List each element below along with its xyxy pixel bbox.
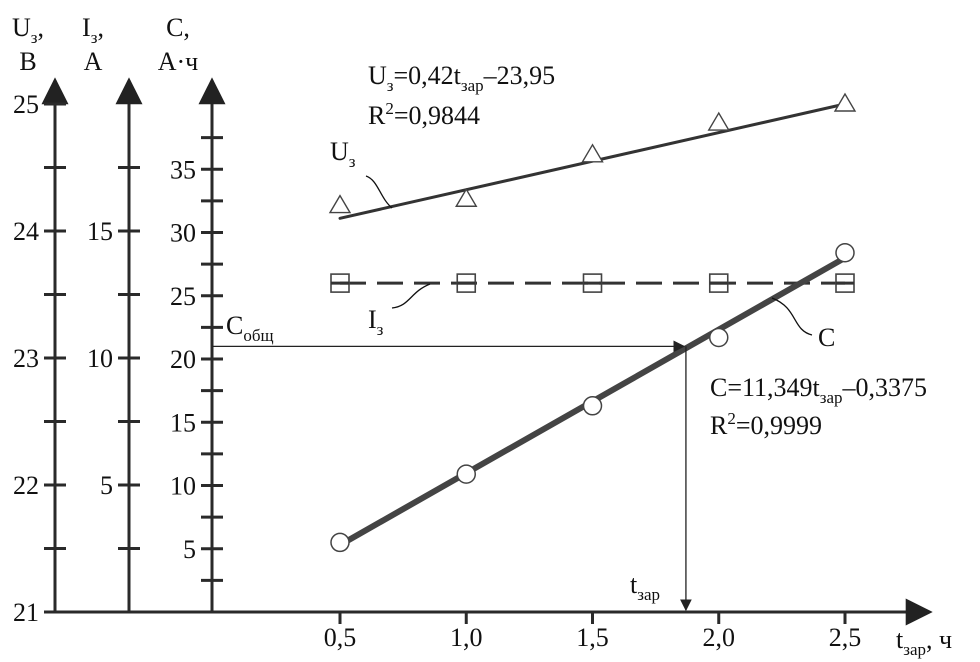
data-point-u (833, 92, 857, 112)
x-axis-title: tзар, ч (896, 625, 952, 659)
y-axis-unit-U: В (19, 47, 36, 76)
t-charge-label: tзар (630, 570, 660, 604)
data-point-c (709, 327, 729, 348)
y-tick-label-C: 25 (170, 282, 196, 311)
y-tick-label-C: 15 (170, 408, 196, 437)
data-point-u (707, 111, 730, 131)
series-label-c: C (818, 323, 835, 352)
data-point-u (328, 194, 352, 214)
data-point-c (330, 532, 350, 553)
y-tick-label-C: 5 (183, 535, 196, 564)
y-axis-title-U: Uз, (12, 13, 44, 47)
y-axis-title-I: Iз, (82, 13, 104, 47)
y-axis-unit-I: А (84, 47, 103, 76)
equation-c: C=11,349tзар–0,3375 (710, 373, 927, 407)
y-tick-label-U: 22 (13, 471, 39, 500)
y-tick-label-C: 10 (170, 472, 196, 501)
r2-c: R2=0,9999 (710, 409, 822, 440)
y-tick-label-I: 5 (100, 471, 113, 500)
series-leader-c (771, 297, 813, 336)
y-tick-label-I: 10 (87, 344, 113, 373)
series-leader-i (391, 283, 431, 309)
c-total-label: Cобщ (226, 311, 274, 345)
y-tick-label-C: 30 (170, 219, 196, 248)
y-tick-label-I: 15 (87, 217, 113, 246)
x-tick-label: 2,0 (703, 623, 736, 652)
data-point-c (456, 464, 476, 484)
y-tick-label-U: 24 (13, 217, 39, 246)
data-point-c (835, 242, 855, 263)
data-point-u (581, 143, 604, 163)
x-tick-label: 1,0 (450, 623, 483, 652)
y-axis-unit-C: А·ч (158, 47, 199, 76)
data-point-c (582, 396, 603, 416)
r2-u: R2=0,9844 (368, 99, 480, 130)
equation-u: Uз=0,42tзар–23,95 (368, 61, 555, 95)
x-tick-label: 0,5 (324, 623, 357, 652)
series-leader-u (365, 175, 393, 209)
data-point-u (455, 187, 478, 207)
y-tick-label-U: 25 (13, 90, 39, 119)
series-label-u: Uз (330, 137, 356, 171)
x-tick-label: 2,5 (829, 623, 862, 652)
y-tick-label-U: 21 (13, 598, 39, 627)
series-label-i: Iз (368, 305, 384, 339)
x-tick-label: 1,5 (576, 623, 609, 652)
y-axis-title-C: C, (166, 13, 190, 42)
y-tick-label-C: 20 (170, 345, 196, 374)
y-tick-label-C: 35 (170, 155, 196, 184)
y-tick-label-U: 23 (13, 344, 39, 373)
